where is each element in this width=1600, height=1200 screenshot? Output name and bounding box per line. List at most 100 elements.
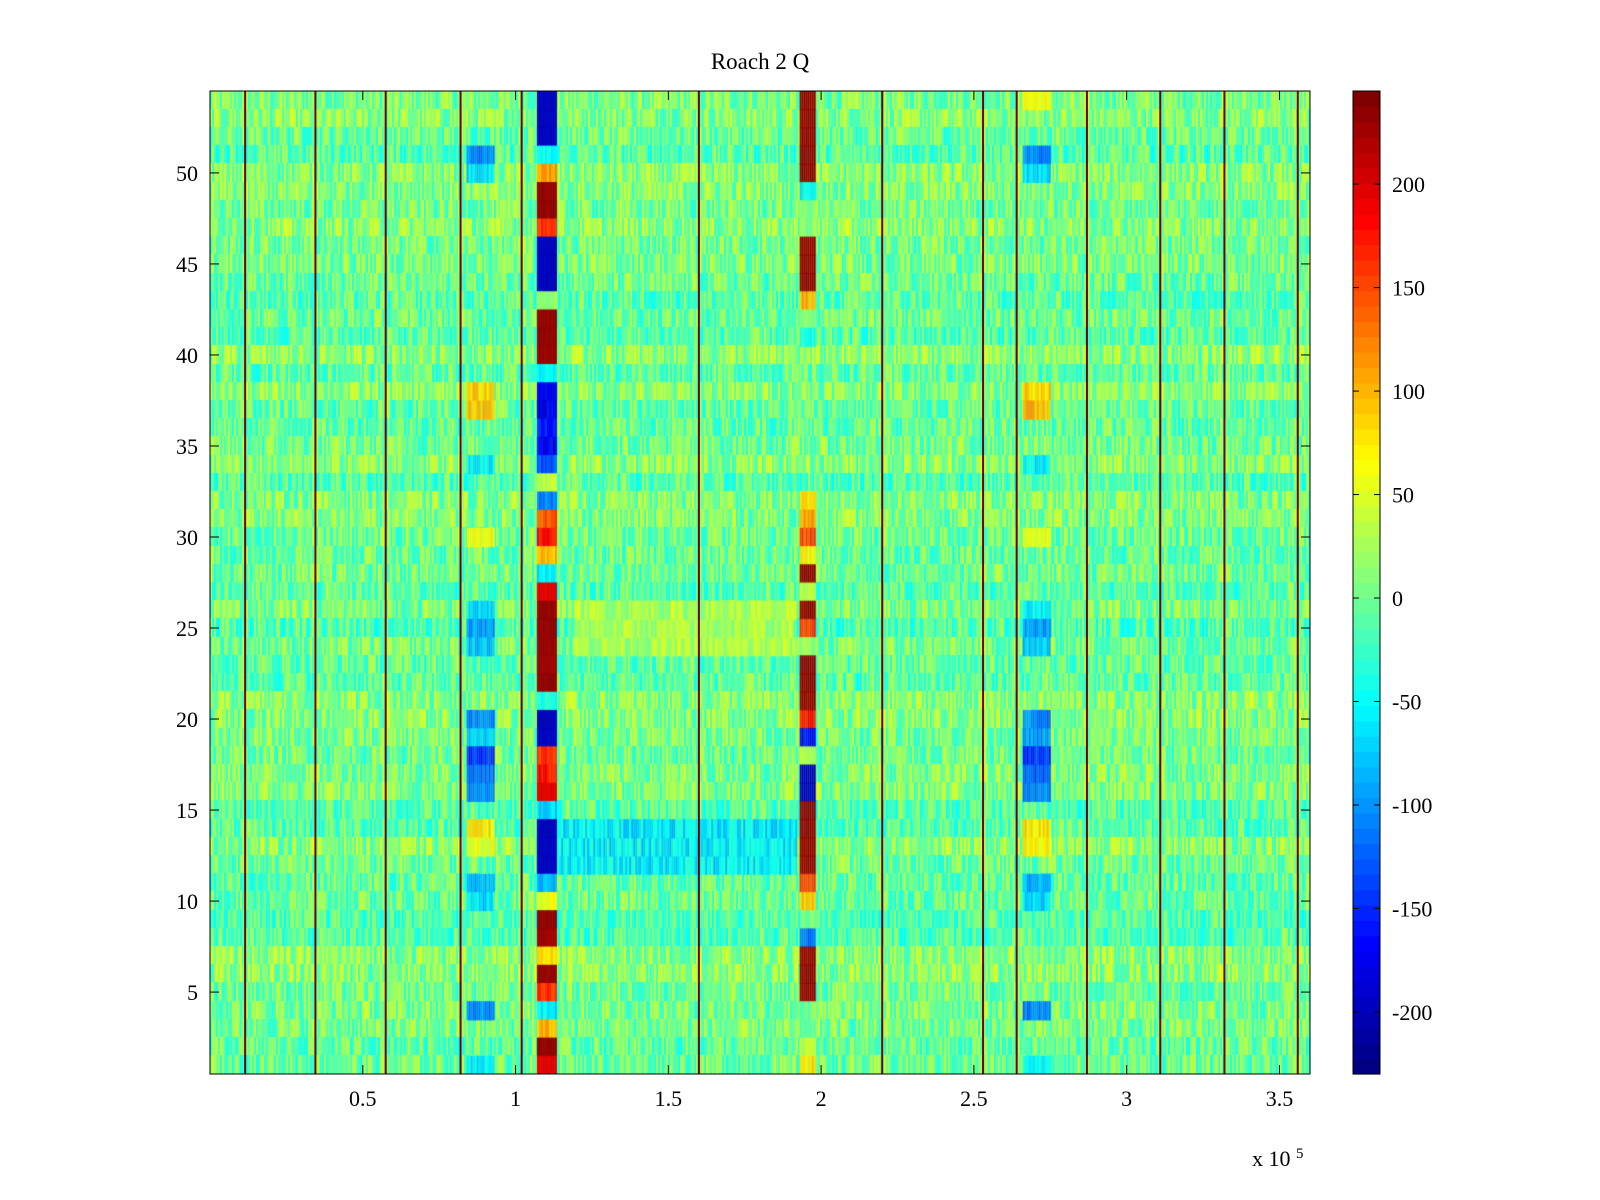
colorbar-segment: [1353, 720, 1380, 737]
colorbar-segment: [1353, 152, 1380, 169]
x-tick-label: 3.5: [1266, 1086, 1294, 1111]
colorbar-segment: [1353, 690, 1380, 706]
colorbar-segment: [1353, 259, 1380, 276]
colorbar-segment: [1353, 106, 1380, 123]
colorbar-segment: [1353, 951, 1380, 968]
colorbar: [1353, 91, 1380, 1075]
colorbar-frame: [1352, 90, 1381, 1075]
y-tick-label: 15: [176, 798, 198, 823]
colorbar-segment: [1353, 705, 1380, 722]
colorbar-segment: [1353, 244, 1380, 261]
x-axis-ticks: 0.5 1 1.5 2 2.5 3 3.5: [349, 91, 1293, 1111]
colorbar-segment: [1353, 459, 1380, 476]
colorbar-tick-label: -200: [1392, 1000, 1432, 1025]
colorbar-tick-label: 0: [1392, 586, 1403, 611]
x-tick-label: 1.5: [655, 1086, 683, 1111]
colorbar-segment: [1353, 1058, 1380, 1075]
colorbar-segment: [1353, 505, 1380, 522]
x-tick-label: 2.5: [960, 1086, 988, 1111]
colorbar-tick-label: 50: [1392, 483, 1414, 508]
plot-area: [210, 91, 1310, 1074]
colorbar-segment: [1353, 91, 1380, 107]
colorbar-segment: [1353, 920, 1380, 937]
colorbar-segment: [1353, 352, 1380, 369]
y-tick-label: 25: [176, 616, 198, 641]
x-tick-label: 0.5: [349, 1086, 377, 1111]
colorbar-segment: [1353, 229, 1380, 246]
x-tick-label: 3: [1121, 1086, 1132, 1111]
colorbar-segment: [1353, 751, 1380, 768]
y-axis-ticks: 5 10 15 20 25 30 35 40 45 50: [176, 161, 1310, 1005]
colorbar-segment: [1353, 997, 1380, 1014]
colorbar-segment: [1353, 582, 1380, 599]
colorbar-segment: [1353, 198, 1380, 215]
y-tick-label: 40: [176, 343, 198, 368]
x-exponent-power: 5: [1296, 1146, 1304, 1162]
colorbar-segment: [1353, 597, 1380, 614]
colorbar-segment: [1353, 121, 1380, 138]
y-tick-label: 30: [176, 525, 198, 550]
colorbar-segment: [1353, 428, 1380, 445]
colorbar-segment: [1353, 167, 1380, 184]
colorbar-tick-label: 200: [1392, 172, 1425, 197]
x-tick-label: 2: [816, 1086, 827, 1111]
colorbar-segment: [1353, 306, 1380, 322]
colorbar-tick-label: 150: [1392, 276, 1425, 301]
colorbar-segment: [1353, 213, 1380, 230]
y-tick-label: 5: [187, 980, 198, 1005]
chart-title: Roach 2 Q: [711, 49, 810, 74]
colorbar-segment: [1353, 1012, 1380, 1029]
colorbar-segment: [1353, 1043, 1380, 1060]
colorbar-segment: [1353, 1027, 1380, 1044]
colorbar-segment: [1353, 766, 1380, 783]
colorbar-segment: [1353, 613, 1380, 630]
y-tick-label: 45: [176, 252, 198, 277]
colorbar-segment: [1353, 659, 1380, 676]
colorbar-segment: [1353, 367, 1380, 384]
colorbar-segment: [1353, 321, 1380, 338]
vertical-stripe-lines: [244, 91, 1299, 1074]
colorbar-segment: [1353, 336, 1380, 353]
colorbar-segment: [1353, 474, 1380, 491]
colorbar-tick-label: -100: [1392, 793, 1432, 818]
colorbar-tick-label: 100: [1392, 379, 1425, 404]
colorbar-segment: [1353, 536, 1380, 553]
colorbar-segment: [1353, 858, 1380, 875]
colorbar-segment: [1353, 736, 1380, 753]
colorbar-segment: [1353, 905, 1380, 922]
x-axis-exponent-label: x 10 5: [1252, 1146, 1304, 1171]
colorbar-segment: [1353, 782, 1380, 799]
colorbar-segment: [1353, 812, 1380, 829]
colorbar-segment: [1353, 382, 1380, 399]
colorbar-segment: [1353, 828, 1380, 845]
colorbar-segment: [1353, 567, 1380, 584]
colorbar-segment: [1353, 413, 1380, 430]
colorbar-segment: [1353, 843, 1380, 860]
heatmap-cells: [210, 91, 1310, 1074]
colorbar-segment: [1353, 889, 1380, 906]
colorbar-segment: [1353, 275, 1380, 292]
colorbar-segment: [1353, 551, 1380, 568]
colorbar-segment: [1353, 137, 1380, 154]
colorbar-segment: [1353, 290, 1380, 307]
colorbar-ticks: -200 -150 -100 -50 0 50 100 150 200: [1353, 172, 1432, 1025]
y-tick-label: 35: [176, 434, 198, 459]
colorbar-segment: [1353, 874, 1380, 891]
colorbar-segment: [1353, 674, 1380, 691]
y-tick-label: 20: [176, 707, 198, 732]
y-tick-label: 10: [176, 889, 198, 914]
colorbar-segment: [1353, 490, 1380, 507]
colorbar-segment: [1353, 398, 1380, 415]
x-exponent-base: x 10: [1252, 1146, 1291, 1171]
colorbar-segment: [1353, 935, 1380, 952]
colorbar-segment: [1353, 444, 1380, 461]
colorbar-segment: [1353, 628, 1380, 645]
colorbar-segment: [1353, 521, 1380, 538]
colorbar-segment: [1353, 981, 1380, 998]
colorbar-segment: [1353, 797, 1380, 814]
colorbar-segment: [1353, 183, 1380, 200]
x-tick-label: 1: [510, 1086, 521, 1111]
plot-frame: [209, 90, 1311, 1075]
y-tick-label: 50: [176, 161, 198, 186]
